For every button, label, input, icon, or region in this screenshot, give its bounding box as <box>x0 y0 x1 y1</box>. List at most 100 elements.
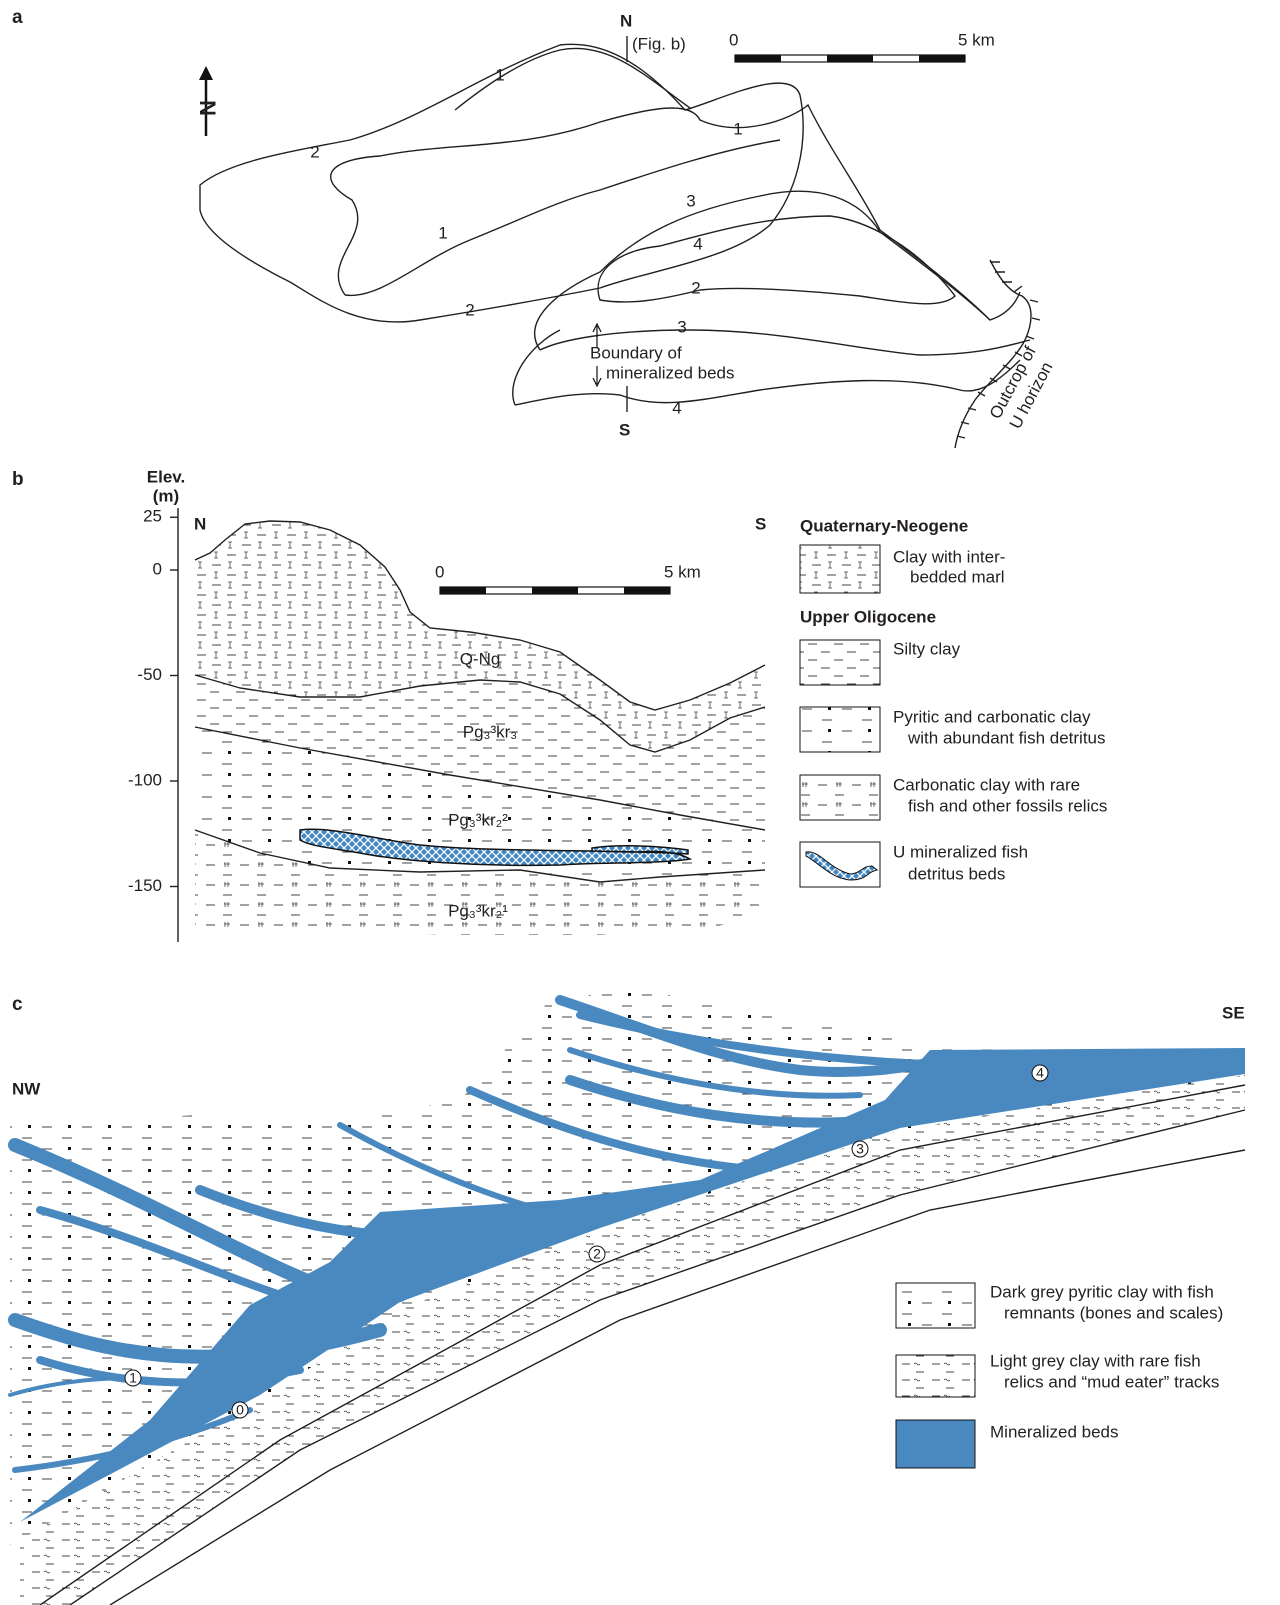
bed-label: 0 <box>236 1402 244 1418</box>
legend-text: relics and “mud eater” tracks <box>1004 1372 1219 1391</box>
silty-clay <box>195 675 765 830</box>
panel-label: a <box>12 7 23 28</box>
legend-text: Dark grey pyritic clay with fish <box>990 1282 1214 1301</box>
legend-text: Light grey clay with rare fish <box>990 1351 1201 1370</box>
bed-labels: 0 1 2 3 4 <box>124 1064 1049 1419</box>
legend-text: with abundant fish detritus <box>907 728 1106 747</box>
layer-boundary <box>194 520 766 711</box>
contour-label: 1 <box>438 223 447 242</box>
axis-title: Elev. <box>147 467 185 486</box>
legend-swatch <box>799 639 881 686</box>
contour-labels: 1 1 1 2 2 2 3 3 4 4 <box>310 65 742 417</box>
contour <box>597 215 956 305</box>
legend-swatch <box>799 706 881 753</box>
marl-clay <box>195 521 765 752</box>
bed-label: 3 <box>856 1141 864 1157</box>
scale-start: 0 <box>729 30 738 49</box>
north-label: N <box>194 514 206 533</box>
contour-label: 3 <box>686 191 695 210</box>
unit-label: Pg₃³kr₂¹ <box>448 901 508 920</box>
contour <box>534 190 1021 351</box>
contour <box>454 47 691 111</box>
contour <box>344 139 781 297</box>
scale-bar: 0 5 km <box>729 30 995 63</box>
y-tick-label: -100 <box>128 770 162 789</box>
legend-swatch <box>799 774 881 821</box>
legend-text: Pyritic and carbonatic clay <box>893 707 1091 726</box>
contour-label: 2 <box>310 142 319 161</box>
legend-swatch <box>895 1419 976 1469</box>
legend-group: Upper Oligocene <box>800 607 936 626</box>
scale-bar: 0 5 km <box>435 562 701 595</box>
panel-label: c <box>12 994 23 1015</box>
pyritic-clay <box>10 990 1245 1545</box>
contour-label: 4 <box>672 398 681 417</box>
bed-label: 1 <box>129 1370 137 1386</box>
y-tick-label: 25 <box>143 507 162 526</box>
boundary-label: mineralized beds <box>606 363 735 382</box>
legend-text: detritus beds <box>908 864 1005 883</box>
mineralized-fingers <box>8 995 954 1473</box>
south-label: S <box>755 514 766 533</box>
outcrop-hatch <box>956 261 1041 439</box>
layer-boundary <box>194 829 766 883</box>
boundary-arrows <box>592 322 602 388</box>
legend: Dark grey pyritic clay with fish remnant… <box>895 1282 1223 1469</box>
legend-text: U mineralized fish <box>893 842 1028 861</box>
layer-boundary <box>194 674 766 753</box>
contours <box>199 43 1041 449</box>
contour <box>199 43 804 323</box>
legend-text: Silty clay <box>893 639 961 658</box>
panel-b: b Elev. (m) N S 0 5 km Q-Ng Pg₃³kr₃ Pg₃³… <box>12 467 1107 942</box>
unit-labels: Q-Ng Pg₃³kr₃ Pg₃³kr₂² Pg₃³kr₂¹ <box>448 649 517 920</box>
legend-text: fish and other fossils relics <box>908 796 1107 815</box>
layer-boundary <box>194 726 766 831</box>
compass-label: N <box>195 100 220 116</box>
unit-label: Q-Ng <box>460 649 501 668</box>
se-label: SE <box>1222 1003 1245 1022</box>
mineralized-lens <box>299 828 693 867</box>
legend-swatch <box>799 841 881 888</box>
contour-label: 2 <box>465 300 474 319</box>
strata-lines <box>39 1084 1246 1605</box>
north-ref: (Fig. b) <box>632 34 686 53</box>
unit-label: Pg₃³kr₃ <box>463 722 517 741</box>
legend-text: remnants (bones and scales) <box>1004 1303 1223 1322</box>
panel-a: a N (Fig. b) S 0 5 km N 1 1 1 2 2 2 3 3 … <box>12 7 1057 449</box>
nw-label: NW <box>12 1079 41 1098</box>
legend-text: Mineralized beds <box>990 1422 1119 1441</box>
contour-label: 3 <box>677 317 686 336</box>
scale-end: 5 km <box>664 562 701 581</box>
south-label: S <box>619 420 630 439</box>
y-tick-label: -150 <box>128 876 162 895</box>
legend: Quaternary-Neogene Clay with inter- bedd… <box>799 516 1107 888</box>
legend-group: Quaternary-Neogene <box>800 516 968 535</box>
panel-c: c NW SE 0 1 2 3 4 Dark grey pyritic clay… <box>8 990 1246 1605</box>
legend-swatch <box>895 1354 976 1398</box>
contour-label: 1 <box>495 65 504 84</box>
contour <box>512 329 1021 406</box>
carbonatic-clay <box>195 830 765 935</box>
unit-label: Pg₃³kr₂² <box>448 810 508 829</box>
contour <box>330 103 991 321</box>
contour-label: 4 <box>693 234 702 253</box>
bed-label: 2 <box>593 1246 601 1262</box>
panel-label: b <box>12 469 24 490</box>
contour-label: 2 <box>691 278 700 297</box>
contour <box>539 329 1031 356</box>
legend-swatch <box>805 851 879 881</box>
contour-label: 1 <box>733 119 742 138</box>
y-tick-label: 0 <box>153 559 162 578</box>
north-arrow: N <box>195 66 220 136</box>
legend-text: bedded marl <box>910 567 1005 586</box>
legend-swatch <box>799 544 881 594</box>
north-label: N <box>620 11 632 30</box>
scale-start: 0 <box>435 562 444 581</box>
legend-text: Clay with inter- <box>893 547 1005 566</box>
boundary-label: Boundary of <box>590 343 682 362</box>
y-tick-label: -50 <box>137 665 162 684</box>
scale-end: 5 km <box>958 30 995 49</box>
bed-label: 4 <box>1036 1065 1044 1081</box>
light-clay <box>20 1075 1245 1605</box>
